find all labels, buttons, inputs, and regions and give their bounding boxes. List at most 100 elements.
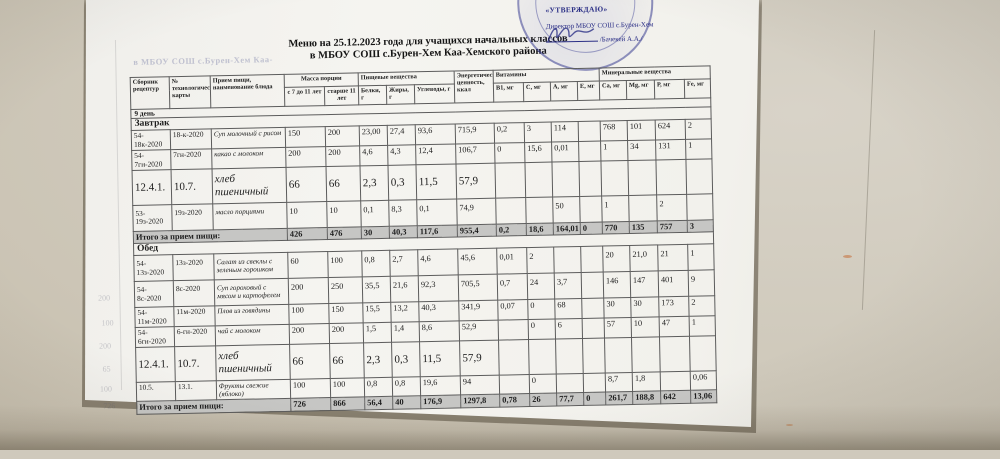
value-cell: 10 xyxy=(631,317,660,338)
value-cell: 2 xyxy=(526,247,555,274)
value-cell: 12.4.1. xyxy=(135,347,176,383)
value-cell: 200 xyxy=(288,277,329,305)
value-cell: 66 xyxy=(329,343,365,379)
total-value-cell: 261,7 xyxy=(605,391,633,405)
value-cell xyxy=(551,161,580,197)
value-cell: 0 xyxy=(528,319,556,340)
total-value-cell: 1297,8 xyxy=(460,394,500,408)
total-value-cell: 56,4 xyxy=(364,396,393,410)
value-cell: 18-к-2020 xyxy=(170,129,212,151)
value-cell xyxy=(582,318,605,339)
value-cell: 0,1 xyxy=(416,198,458,226)
menu-table-body: 9 день Завтрак 54-18к-2020 18-к-2020 Суп мол… xyxy=(130,97,717,415)
value-cell: 94 xyxy=(460,374,500,395)
value-cell xyxy=(579,195,603,223)
value-cell: 200 xyxy=(329,323,364,344)
dish-name-cell: Суп гороховый с мясом и картофелем xyxy=(214,278,289,307)
value-cell: 0,8 xyxy=(364,376,393,397)
value-cell: 21,0 xyxy=(629,245,659,272)
value-cell: 60 xyxy=(287,251,329,279)
value-cell xyxy=(555,338,584,374)
value-cell: 93,6 xyxy=(415,124,456,146)
total-value-cell: 0 xyxy=(580,221,603,235)
value-cell: 27,4 xyxy=(387,125,416,146)
value-cell xyxy=(686,159,713,194)
value-cell: 1 xyxy=(601,195,630,222)
value-cell: 10.7. xyxy=(171,169,213,205)
value-cell xyxy=(556,373,584,393)
value-cell: 8,7 xyxy=(605,372,633,392)
col-header-carbs: Углеводы, г xyxy=(414,83,455,104)
value-cell: 8,6 xyxy=(419,321,460,343)
value-cell xyxy=(499,374,530,395)
value-cell: 200 xyxy=(285,146,327,168)
total-value-cell: 188,8 xyxy=(632,390,661,405)
value-cell: 66 xyxy=(289,343,331,380)
value-cell: 30 xyxy=(603,297,632,319)
dish-name-cell: хлеб пшеничный xyxy=(215,344,291,381)
value-cell: 114 xyxy=(551,121,579,143)
value-cell: 106,7 xyxy=(455,143,496,165)
value-cell: 10 xyxy=(326,200,362,228)
value-cell: 54-18к-2020 xyxy=(131,130,171,151)
value-cell: 74,9 xyxy=(456,197,497,225)
total-value-cell: 757 xyxy=(657,220,688,234)
value-cell: 53-19з-2020 xyxy=(132,204,173,232)
value-cell: 68 xyxy=(554,298,583,320)
value-cell: 21 xyxy=(657,244,689,272)
value-cell: 6 xyxy=(555,318,583,340)
value-cell: 150 xyxy=(328,303,364,324)
value-cell: 150 xyxy=(285,126,326,148)
value-cell: 20 xyxy=(602,245,631,273)
value-cell: 2 xyxy=(656,193,688,221)
dish-name-cell: чай с молоком xyxy=(215,324,290,347)
value-cell: 0,3 xyxy=(388,165,417,200)
value-cell: 0,2 xyxy=(494,122,525,144)
col-header-fe: Fe, мг xyxy=(684,78,711,99)
value-cell: 11м-2020 xyxy=(173,306,216,328)
value-cell: 146 xyxy=(603,271,631,299)
value-cell: 45,6 xyxy=(457,248,498,276)
value-cell: 66 xyxy=(326,166,361,202)
value-cell: 0,7 xyxy=(497,273,528,301)
value-cell: 52,9 xyxy=(459,320,499,342)
value-cell: 15,5 xyxy=(362,302,392,324)
value-cell xyxy=(525,162,553,198)
dish-name-cell: Плов из говядины xyxy=(214,304,290,327)
value-cell: 705,5 xyxy=(458,274,498,302)
value-cell: 40,3 xyxy=(418,301,460,323)
value-cell: 54-11м-2020 xyxy=(134,306,175,328)
value-cell xyxy=(660,370,691,391)
value-cell: 0,07 xyxy=(497,299,529,321)
value-cell: 34 xyxy=(627,140,657,161)
col-header-p: Р, мг xyxy=(654,79,685,99)
value-cell: 2 xyxy=(685,119,712,140)
value-cell: 4,3 xyxy=(387,145,416,166)
value-cell xyxy=(582,338,606,374)
value-cell xyxy=(628,160,657,196)
value-cell: 35,5 xyxy=(362,276,391,304)
menu-table: Сборник рецептур № технологической карты… xyxy=(130,65,718,415)
total-value-cell: 176,9 xyxy=(420,394,461,409)
value-cell: 2,7 xyxy=(389,250,419,277)
value-cell xyxy=(689,336,717,371)
value-cell: 57,9 xyxy=(459,340,500,376)
total-value-cell: 117,6 xyxy=(417,224,458,239)
bleed-number: 200 xyxy=(98,293,111,303)
value-cell: 57,9 xyxy=(456,163,496,199)
value-cell: 1,5 xyxy=(363,322,392,344)
total-value-cell: 955,4 xyxy=(457,223,497,238)
value-cell: 0,01 xyxy=(551,141,579,163)
value-cell: 6-гн-2020 xyxy=(174,326,216,348)
value-cell: 0,3 xyxy=(391,342,421,377)
value-cell: 100 xyxy=(327,251,363,278)
value-cell: 147 xyxy=(630,271,659,298)
value-cell: 1 xyxy=(600,140,629,162)
value-cell xyxy=(495,162,526,198)
value-cell xyxy=(686,193,714,221)
bleed-number: 200 xyxy=(98,341,112,351)
col-header-recipe-book: Сборник рецептур xyxy=(130,76,170,110)
value-cell xyxy=(525,196,554,224)
col-header-age-7-11: с 7 до 11 лет xyxy=(284,86,325,107)
